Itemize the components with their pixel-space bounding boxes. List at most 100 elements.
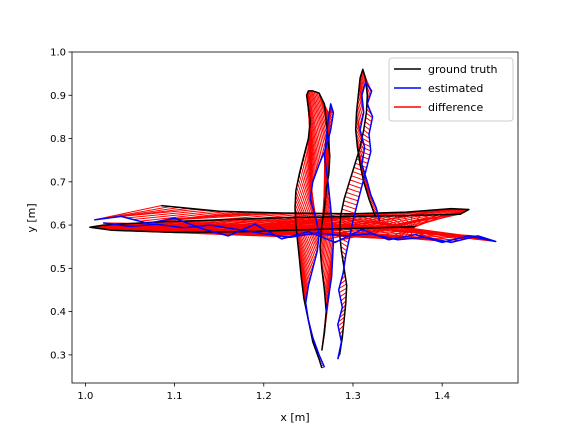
difference-line bbox=[347, 187, 361, 194]
difference-line bbox=[340, 246, 348, 252]
estimated-line bbox=[304, 103, 335, 368]
legend-label-difference: difference bbox=[428, 101, 483, 114]
estimated-line bbox=[337, 81, 381, 360]
x-tick-label: 1.0 bbox=[77, 391, 93, 402]
difference-line bbox=[365, 116, 372, 123]
x-axis-ticks: 1.0 1.1 1.2 1.3 1.4 bbox=[77, 383, 450, 402]
difference-line bbox=[296, 233, 311, 278]
plot-area bbox=[89, 68, 497, 369]
y-tick-label: 1.0 bbox=[50, 48, 66, 59]
difference-line bbox=[126, 209, 209, 219]
difference-line bbox=[340, 221, 353, 227]
y-axis-ticks: 0.3 0.4 0.5 0.6 0.7 0.8 0.9 1.0 bbox=[50, 48, 72, 361]
difference-line bbox=[339, 229, 351, 235]
difference-line bbox=[324, 244, 334, 298]
x-tick-label: 1.4 bbox=[434, 391, 450, 402]
x-tick-label: 1.3 bbox=[345, 391, 361, 402]
difference-line bbox=[103, 222, 416, 228]
difference-line bbox=[308, 90, 324, 156]
difference-line bbox=[171, 212, 278, 220]
y-tick-label: 0.3 bbox=[50, 350, 66, 361]
difference-line bbox=[340, 241, 348, 248]
difference-line bbox=[94, 205, 162, 221]
difference-line bbox=[178, 212, 289, 221]
difference-line bbox=[363, 129, 370, 135]
x-tick-label: 1.1 bbox=[167, 391, 183, 402]
difference-line bbox=[120, 208, 199, 218]
estimated-line bbox=[94, 215, 497, 244]
difference-line bbox=[362, 133, 370, 139]
y-tick-label: 0.7 bbox=[50, 177, 66, 188]
difference-line bbox=[342, 204, 357, 210]
difference-line bbox=[294, 199, 318, 254]
difference-line bbox=[343, 200, 358, 206]
difference-line bbox=[340, 296, 347, 302]
difference-line bbox=[309, 90, 325, 153]
difference-line bbox=[364, 121, 372, 127]
difference-line bbox=[338, 287, 347, 293]
difference-line bbox=[348, 183, 362, 189]
difference-line bbox=[295, 220, 314, 269]
difference-line bbox=[344, 196, 359, 202]
difference-line bbox=[337, 321, 345, 327]
difference-line bbox=[307, 90, 323, 159]
difference-line bbox=[298, 174, 320, 235]
difference-line bbox=[338, 283, 347, 289]
difference-line bbox=[320, 198, 331, 256]
difference-line bbox=[324, 238, 334, 292]
difference-line bbox=[341, 208, 356, 214]
difference-line bbox=[314, 208, 460, 235]
difference-line bbox=[365, 112, 373, 118]
difference-line bbox=[356, 107, 362, 126]
y-tick-label: 0.9 bbox=[50, 91, 66, 102]
difference-line bbox=[312, 90, 327, 147]
difference-line bbox=[297, 241, 310, 284]
legend-label-ground-truth: ground truth bbox=[428, 63, 498, 76]
difference-line bbox=[361, 137, 371, 143]
difference-line bbox=[349, 179, 363, 185]
y-axis-label: y [m] bbox=[25, 203, 38, 232]
difference-line bbox=[364, 125, 371, 131]
y-tick-label: 0.5 bbox=[50, 264, 66, 275]
legend-box bbox=[388, 57, 514, 122]
difference-line bbox=[355, 132, 365, 151]
legend: ground truth estimated difference bbox=[388, 57, 514, 122]
difference-line bbox=[319, 193, 330, 250]
difference-line bbox=[294, 216, 315, 266]
y-tick-label: 0.4 bbox=[50, 307, 66, 318]
difference-line bbox=[338, 316, 345, 323]
difference-line bbox=[360, 76, 364, 93]
difference-line bbox=[340, 216, 353, 223]
difference-line bbox=[339, 225, 352, 231]
difference-line bbox=[133, 210, 218, 221]
difference-line bbox=[404, 214, 421, 237]
difference-line bbox=[360, 146, 371, 152]
difference-line bbox=[311, 90, 326, 150]
x-axis-label: x [m] bbox=[280, 411, 309, 424]
difference-line bbox=[360, 74, 364, 90]
axes-frame bbox=[71, 51, 519, 384]
difference-line bbox=[361, 72, 365, 87]
difference-line bbox=[357, 99, 364, 118]
difference-line bbox=[320, 203, 331, 261]
difference-line bbox=[339, 291, 347, 298]
difference-line bbox=[297, 250, 309, 290]
difference-line bbox=[296, 237, 311, 281]
difference-line bbox=[324, 250, 334, 303]
difference-line bbox=[321, 213, 332, 271]
ground-truth-line bbox=[89, 204, 470, 234]
difference-line bbox=[297, 178, 320, 238]
difference-line bbox=[351, 175, 364, 181]
legend-label-estimated: estimated bbox=[428, 82, 483, 95]
difference-line bbox=[295, 224, 313, 272]
difference-line bbox=[294, 212, 315, 263]
difference-line bbox=[295, 228, 312, 275]
ground-truth-line bbox=[338, 68, 377, 356]
difference-line bbox=[296, 182, 319, 242]
difference-line bbox=[299, 170, 320, 232]
difference-line bbox=[295, 191, 319, 248]
difference-line bbox=[139, 210, 228, 222]
difference-line bbox=[297, 245, 309, 287]
difference-line bbox=[345, 191, 360, 198]
